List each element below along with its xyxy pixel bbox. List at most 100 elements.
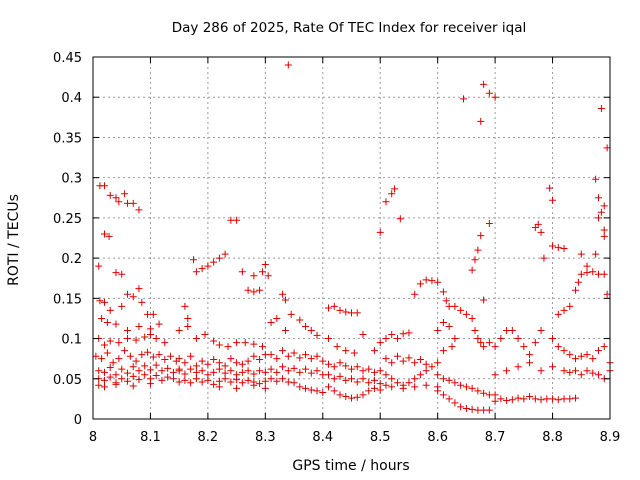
data-point-marker — [129, 372, 137, 380]
x-axis-title: GPS time / hours — [292, 458, 409, 474]
data-point-marker — [350, 349, 358, 357]
data-point-marker — [589, 268, 597, 276]
data-point-marker — [526, 351, 534, 359]
data-point-marker — [342, 362, 350, 370]
data-point-marker — [439, 391, 447, 399]
data-point-marker — [325, 383, 333, 391]
data-point-marker — [468, 266, 476, 274]
data-point-marker — [330, 363, 338, 371]
data-point-marker — [264, 272, 272, 280]
data-point-marker — [583, 269, 591, 277]
data-point-marker — [307, 327, 315, 335]
data-point-marker — [434, 278, 442, 286]
data-point-marker — [100, 341, 108, 349]
data-point-marker — [221, 250, 229, 258]
data-point-marker — [123, 377, 131, 385]
data-point-marker — [451, 379, 459, 387]
data-point-marker — [201, 331, 209, 339]
data-point-marker — [100, 383, 108, 391]
data-point-marker — [370, 347, 378, 355]
data-point-marker — [583, 367, 591, 375]
data-point-marker — [261, 368, 269, 376]
data-point-marker — [376, 386, 384, 394]
data-point-marker — [129, 199, 137, 207]
data-point-marker — [365, 365, 373, 373]
data-point-marker — [554, 396, 562, 404]
data-point-marker — [388, 359, 396, 367]
data-point-marker — [597, 104, 605, 112]
data-point-marker — [325, 371, 333, 379]
data-point-marker — [250, 288, 258, 296]
data-point-marker — [184, 314, 192, 322]
data-point-marker — [96, 297, 104, 305]
data-point-marker — [152, 372, 160, 380]
data-point-marker — [531, 224, 539, 232]
data-point-marker — [302, 322, 310, 330]
data-point-marker — [258, 268, 266, 276]
data-point-marker — [405, 379, 413, 387]
data-point-marker — [256, 286, 264, 294]
data-point-marker — [549, 363, 557, 371]
data-point-marker — [491, 397, 499, 405]
data-point-marker — [118, 270, 126, 278]
x-tick-label: 8.7 — [485, 430, 506, 445]
data-point-marker — [161, 339, 169, 347]
data-point-marker — [526, 359, 534, 367]
data-point-marker — [313, 352, 321, 360]
data-point-marker — [192, 375, 200, 383]
data-point-marker — [279, 363, 287, 371]
data-point-marker — [198, 265, 206, 273]
data-point-marker — [537, 228, 545, 236]
data-point-marker — [100, 368, 108, 376]
data-point-marker — [391, 185, 399, 193]
data-point-marker — [146, 380, 154, 388]
data-point-marker — [112, 380, 120, 388]
data-point-marker — [184, 322, 192, 330]
data-point-marker — [589, 355, 597, 363]
data-point-marker — [566, 351, 574, 359]
data-point-marker — [169, 375, 177, 383]
y-tick-label: 0.1 — [61, 333, 82, 348]
data-point-marker — [307, 355, 315, 363]
data-point-marker — [382, 198, 390, 206]
data-point-marker — [158, 367, 166, 375]
data-point-marker — [267, 365, 275, 373]
data-point-marker — [187, 365, 195, 373]
data-point-marker — [135, 367, 143, 375]
data-point-marker — [405, 354, 413, 362]
data-point-marker — [106, 306, 114, 314]
data-point-marker — [382, 335, 390, 343]
data-point-marker — [600, 270, 608, 278]
data-point-marker — [302, 384, 310, 392]
data-point-marker — [393, 335, 401, 343]
data-point-marker — [531, 339, 539, 347]
x-tick-label: 8.8 — [542, 430, 563, 445]
data-point-marker — [330, 375, 338, 383]
data-point-marker — [388, 375, 396, 383]
data-point-marker — [399, 357, 407, 365]
data-point-marker — [261, 377, 269, 385]
data-point-marker — [577, 371, 585, 379]
plot-frame — [92, 56, 611, 420]
data-point-marker — [600, 226, 608, 234]
data-point-marker — [422, 367, 430, 375]
data-point-marker — [376, 228, 384, 236]
data-point-marker — [442, 297, 450, 305]
x-tick-label: 8.9 — [600, 430, 621, 445]
data-point-marker — [462, 405, 470, 413]
data-point-marker — [428, 277, 436, 285]
data-point-marker — [221, 362, 229, 370]
data-point-marker — [155, 351, 163, 359]
data-point-marker — [497, 335, 505, 343]
data-point-marker — [549, 242, 557, 250]
data-point-marker — [468, 384, 476, 392]
data-point-marker — [129, 363, 137, 371]
axis-ticks — [92, 56, 611, 420]
data-point-marker — [250, 340, 258, 348]
data-point-marker — [100, 376, 108, 384]
data-point-marker — [457, 403, 465, 411]
data-point-marker — [603, 144, 611, 152]
data-point-marker — [572, 367, 580, 375]
y-tick-label: 0.05 — [53, 373, 82, 388]
data-point-marker — [187, 352, 195, 360]
